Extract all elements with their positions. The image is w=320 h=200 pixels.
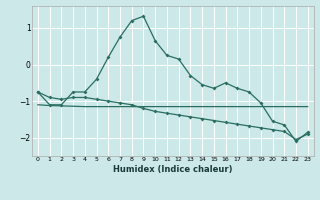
X-axis label: Humidex (Indice chaleur): Humidex (Indice chaleur) bbox=[113, 165, 233, 174]
